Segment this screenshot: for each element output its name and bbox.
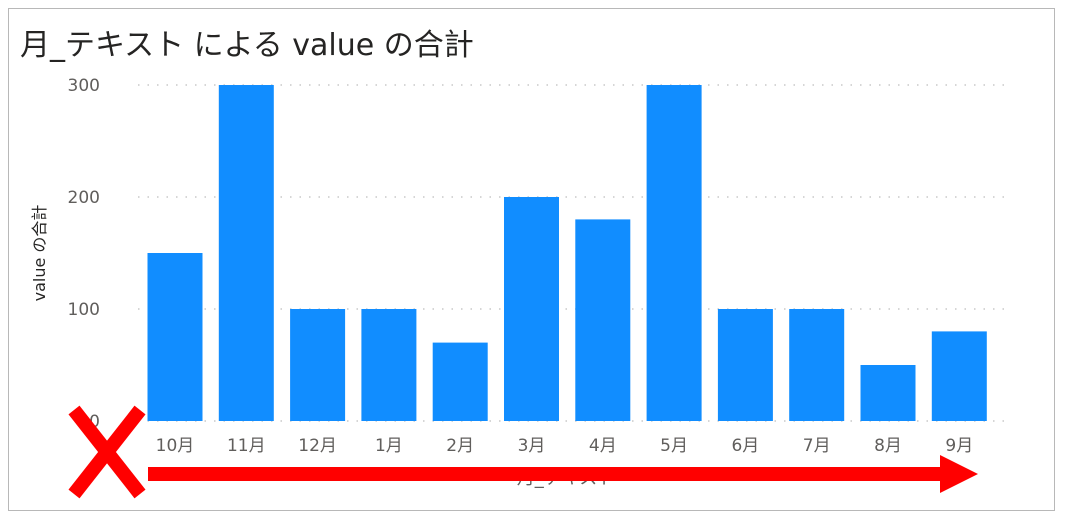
- chart-title: 月_テキスト による value の合計: [20, 28, 474, 63]
- chart-card: [8, 8, 1055, 511]
